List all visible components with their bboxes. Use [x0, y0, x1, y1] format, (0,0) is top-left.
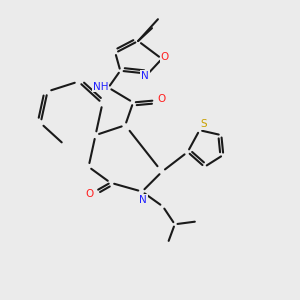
Text: O: O	[161, 52, 169, 62]
Text: N: N	[141, 71, 149, 81]
Text: O: O	[85, 189, 94, 199]
Text: O: O	[158, 94, 166, 104]
Text: S: S	[200, 119, 207, 129]
Text: N: N	[139, 194, 147, 205]
Text: NH: NH	[93, 82, 108, 92]
